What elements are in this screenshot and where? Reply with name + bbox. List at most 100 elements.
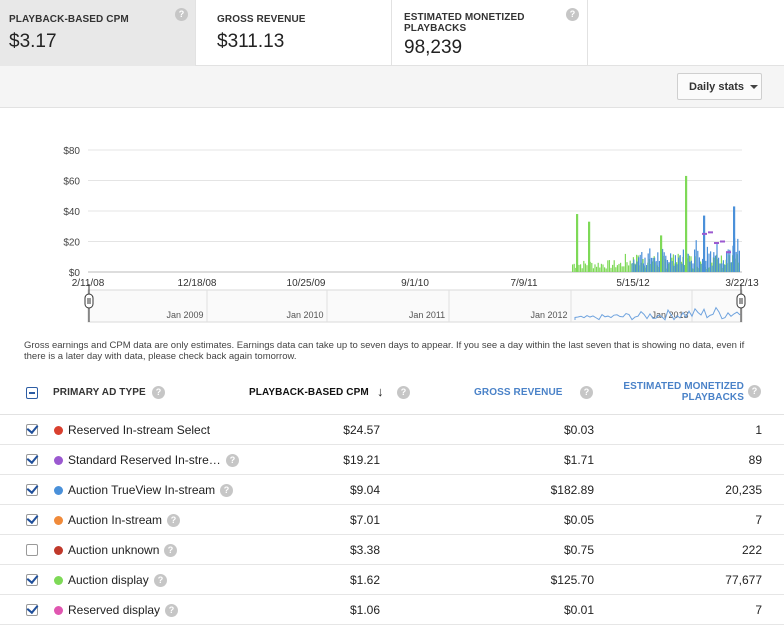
navigator-label: Jan 2009 (166, 310, 203, 320)
chart-bar (666, 259, 668, 272)
help-icon[interactable]: ? (580, 386, 593, 399)
chart-bar (634, 264, 636, 272)
chart-bar (672, 254, 674, 272)
cpm-value: $7.01 (349, 513, 380, 527)
table-row[interactable]: Standard Reserved In-stre…? $19.21 $1.71 89 (0, 445, 784, 475)
x-tick-label: 9/1/10 (401, 278, 429, 289)
chart-bar (620, 262, 622, 272)
row-checkbox[interactable] (26, 424, 38, 436)
playbacks-value: 89 (748, 453, 762, 467)
chart-bar (610, 267, 612, 272)
chart-bar (649, 248, 651, 272)
series-color-dot (54, 546, 63, 555)
chart-bar (735, 251, 737, 272)
table-row[interactable]: Reserved display? $1.06 $0.01 7 (0, 595, 784, 625)
chart-bar (615, 267, 617, 272)
help-icon[interactable]: ? (167, 514, 180, 527)
col-header-type[interactable]: PRIMARY AD TYPE (53, 387, 146, 398)
col-header-playbacks-line2[interactable]: PLAYBACKS (681, 392, 744, 403)
chart-bar (724, 265, 726, 272)
chart-marker (720, 240, 725, 243)
table-row[interactable]: Auction In-stream? $7.01 $0.05 7 (0, 505, 784, 535)
chart-bar (700, 263, 702, 272)
metric-title: GROSS REVENUE (217, 14, 306, 25)
metric-card-revenue[interactable]: GROSS REVENUE $311.13 (196, 0, 392, 66)
chart-bar (654, 257, 656, 272)
chart-bar (726, 252, 728, 272)
chart-bar (638, 257, 640, 272)
help-icon[interactable]: ? (220, 484, 233, 497)
table-row[interactable]: Auction display? $1.62 $125.70 77,677 (0, 565, 784, 595)
daily-stats-dropdown[interactable]: Daily stats (677, 73, 762, 100)
metric-title: ESTIMATED MONETIZED PLAYBACKS (404, 12, 525, 34)
chart-bar (658, 260, 660, 272)
chart-bar (631, 263, 633, 272)
metric-card-cpm[interactable]: PLAYBACK-BASED CPM $3.17 ? (0, 0, 196, 66)
y-tick-label: $60 (63, 177, 80, 188)
estimates-note: Gross earnings and CPM data are only est… (24, 340, 745, 362)
chart-bar (586, 265, 588, 272)
help-icon[interactable]: ? (154, 574, 167, 587)
chart-peak-bar (588, 221, 591, 272)
series-color-dot (54, 486, 63, 495)
range-handle (84, 293, 94, 309)
table-row[interactable]: Reserved In-stream Select $24.57 $0.03 1 (0, 415, 784, 445)
chart-bar (599, 267, 601, 272)
cpm-value: $1.06 (349, 603, 380, 617)
cpm-value: $9.04 (349, 483, 380, 497)
chart-bar (584, 263, 586, 272)
row-checkbox[interactable] (26, 514, 38, 526)
y-tick-label: $40 (63, 207, 80, 218)
chart-bar (705, 260, 707, 272)
help-icon[interactable]: ? (748, 385, 761, 398)
chart-bar (605, 268, 607, 272)
chart-bar (710, 251, 712, 272)
chart-bar (668, 261, 670, 272)
y-tick-label: $20 (63, 238, 80, 249)
chart-bar (624, 253, 626, 272)
col-header-playbacks[interactable]: ESTIMATED MONETIZED (623, 381, 744, 392)
row-checkbox[interactable] (26, 604, 38, 616)
chart-bar (629, 260, 631, 272)
chart-peak-bar (685, 175, 688, 272)
metric-card-empty (588, 0, 784, 66)
chart-bar (583, 260, 585, 272)
chart-bar (650, 257, 652, 272)
help-icon[interactable]: ? (175, 8, 188, 21)
help-icon[interactable]: ? (397, 386, 410, 399)
row-checkbox[interactable] (26, 544, 38, 556)
sort-down-icon[interactable]: ↓ (377, 384, 384, 399)
chart-bar (626, 262, 628, 272)
navigator-sparkline (574, 306, 741, 321)
chart-bar (612, 264, 614, 272)
help-icon[interactable]: ? (566, 8, 579, 21)
chart-bar (655, 261, 657, 272)
help-icon[interactable]: ? (226, 454, 239, 467)
x-tick-label: 7/9/11 (510, 278, 537, 289)
chart-marker (708, 231, 713, 234)
row-checkbox[interactable] (26, 454, 38, 466)
row-checkbox[interactable] (26, 484, 38, 496)
help-icon[interactable]: ? (152, 386, 165, 399)
series-color-dot (54, 606, 63, 615)
table-row[interactable]: Auction unknown? $3.38 $0.75 222 (0, 535, 784, 565)
revenue-chart[interactable]: $80 $60 $40 $20 $0 2/11/08 12/18/08 10/25/09 9/… (0, 108, 784, 330)
navigator-label: Jan 2011 (409, 310, 445, 320)
select-all-checkbox[interactable] (26, 387, 38, 399)
chart-bar (604, 267, 606, 272)
col-header-revenue[interactable]: GROSS REVENUE (474, 387, 563, 398)
col-header-cpm[interactable]: PLAYBACK-BASED CPM (249, 387, 369, 398)
series-color-dot (54, 576, 63, 585)
metric-card-playbacks[interactable]: ESTIMATED MONETIZED PLAYBACKS 98,239 ? (392, 0, 588, 66)
help-icon[interactable]: ? (165, 604, 178, 617)
row-checkbox[interactable] (26, 574, 38, 586)
table-row[interactable]: Auction TrueView In-stream? $9.04 $182.89 2… (0, 475, 784, 505)
playbacks-value: 7 (755, 513, 762, 527)
cpm-value: $3.38 (349, 543, 380, 557)
help-icon[interactable]: ? (164, 544, 177, 557)
x-tick-label: 5/15/12 (616, 278, 650, 289)
chart-bar (673, 265, 675, 272)
table-header: PRIMARY AD TYPE ? PLAYBACK-BASED CPM ↓ ?… (0, 370, 784, 415)
daily-stats-label: Daily stats (689, 80, 745, 93)
chart-bar (697, 250, 699, 272)
